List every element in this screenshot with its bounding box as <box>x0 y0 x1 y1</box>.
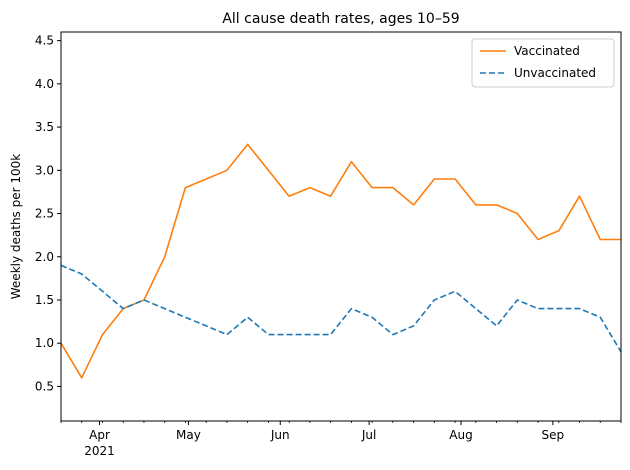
y-tick-label: 0.5 <box>35 379 54 393</box>
y-axis: 0.5 1.0 1.5 2.0 2.5 3.0 3.5 4.0 4.5 <box>35 34 61 393</box>
x-tick-label: Jun <box>270 428 290 442</box>
y-tick-label: 4.5 <box>35 34 54 48</box>
x-tick-label: Jul <box>361 428 376 442</box>
legend-box <box>471 38 615 88</box>
y-tick-label: 1.0 <box>35 336 54 350</box>
x-tick-label: Aug <box>449 428 472 442</box>
chart-title: All cause death rates, ages 10–59 <box>222 11 459 27</box>
series-layer <box>60 143 622 379</box>
legend: Vaccinated Unvaccinated <box>471 38 615 88</box>
y-tick-label: 2.0 <box>35 250 54 264</box>
y-tick-label: 4.0 <box>35 77 54 91</box>
series-line-unvaccinated <box>60 264 622 353</box>
y-tick-label: 3.5 <box>35 120 54 134</box>
series-line-vaccinated <box>60 143 621 379</box>
x-tick-label: May <box>176 428 201 442</box>
x-tick-label: Sep <box>542 428 565 442</box>
x-axis: Apr 2021 May Jun Jul Aug Sep <box>60 421 622 458</box>
y-tick-label: 2.5 <box>35 207 54 221</box>
y-tick-label: 3.0 <box>35 163 54 177</box>
y-axis-label: Weekly deaths per 100k <box>9 154 23 300</box>
legend-entry-label: Unvaccinated <box>514 66 596 80</box>
legend-entry-label: Vaccinated <box>514 44 580 58</box>
x-tick-label: Apr <box>89 428 110 442</box>
y-tick-label: 1.5 <box>35 293 54 307</box>
x-tick-year-label: 2021 <box>84 444 115 458</box>
plot-frame <box>60 31 622 422</box>
